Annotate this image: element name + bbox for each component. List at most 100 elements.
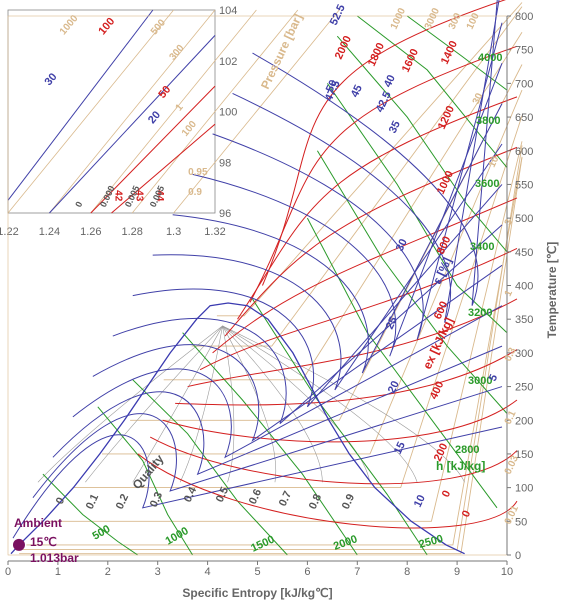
series-label: 25 [384,315,400,331]
inset-efficiency-line [7,9,154,201]
series-label: 0.9 [188,187,202,198]
efficiency-line [112,224,503,424]
enthalpy-line [97,406,194,556]
enthalpy-line [182,332,358,556]
inset-y-tick-label: 100 [219,107,237,119]
inset-y-tick-label: 104 [219,5,237,17]
inset-exergy-line [90,85,216,214]
y-tick-label: 750 [515,45,533,57]
y-tick-label: 100 [515,483,533,495]
quality-line [222,325,323,483]
y-tick-label: 0 [515,550,521,562]
efficiency-line [132,184,503,408]
ambient-point [12,538,25,551]
pressure-series-label: Pressure [bar] [258,12,305,92]
x-tick-label: 8 [404,566,410,578]
inset-y-tick-label: 96 [219,208,231,220]
inset-chart: 1.22 1.24 1.26 1.28 1.3 1.32 104 102 100 98 96 [0,5,340,238]
series-label: 3000 [468,375,492,387]
enthalpy-line [356,15,508,168]
inset-x-tick-label: 1.24 [39,226,60,238]
pressure-value-label: 30 [471,91,486,106]
series-label: 15 [392,440,408,456]
series-label: 400 [428,380,447,402]
pressure-line [46,141,523,522]
series-label: 10 [412,493,428,509]
y-tick-label: 350 [515,314,533,326]
y-tick-label: 800 [515,11,533,23]
quality-line [222,325,277,483]
series-label: 500 [91,523,113,543]
series-label: 0 [460,509,473,520]
quality-line [222,325,418,483]
enthalpy-line [42,473,138,556]
exergy-line [187,298,518,388]
main-chart [10,0,523,556]
pressure-value-label: 1000 [389,6,409,31]
inset-pressure-line [7,9,174,214]
series-label: 1800 [366,41,387,68]
pressure-value-label: 300 [447,11,464,31]
x-axis-label: Specific Entropy [kJ/kg℃] [182,586,332,600]
series-label: 45 [349,83,365,99]
quality-line [222,325,235,483]
series-label: 52.5 [328,3,348,27]
pressure-value-label: 1 [503,288,516,298]
series-label: 20 [386,379,402,395]
x-tick-label: 4 [205,566,211,578]
enthalpy-series-label: h [kJ/kg] [436,459,485,473]
exergy-line [249,45,518,303]
inset-frame [7,9,216,214]
y-axis-label: Temperature [℃] [545,242,559,339]
exergy-line [212,197,518,354]
exergy-line [224,146,518,337]
enthalpy-line [252,298,428,556]
x-tick-label: 10 [501,566,513,578]
enthalpy-line [406,15,508,91]
y-tick-label: 250 [515,382,533,394]
series-label: 0.6 [247,487,264,506]
exergy-line [137,453,518,529]
series-label: 0 [54,496,67,507]
inset-x-tick-label: 1.28 [121,226,142,238]
y-tick-label: 650 [515,112,533,124]
series-label: 30 [394,237,410,253]
exergy-line [175,349,518,406]
exergy-line [237,96,518,320]
series-label: 2000 [333,34,354,61]
pressure-value-label: 0.3 [503,346,519,364]
series-label: 1000 [164,525,191,548]
y-tick-label: 700 [515,78,533,90]
series-label: 0.1 [84,492,101,511]
x-tick-label: 6 [304,566,310,578]
exergy-line [162,399,518,443]
series-label: 0.3 [148,490,165,509]
series-label: 1 [174,102,186,114]
series-label: 0.5 [214,485,231,504]
inset-y-tick-label: 98 [219,157,231,169]
series-label: 2800 [455,444,479,456]
series-label: 3800 [476,115,500,127]
series-label: 3200 [468,307,492,319]
series-label: 4000 [478,52,502,64]
quality-line [37,325,223,483]
exergy-line [199,247,518,371]
efficiency-line [252,0,498,306]
series-label: 0 [73,200,84,209]
y-tick-label: 550 [515,179,533,191]
ambient-temperature: 15℃ [30,535,57,549]
pressure-value-label: 100 [465,11,482,31]
pressure-line [163,31,523,381]
quality-line [179,325,223,483]
series-label: 0.95 [188,167,208,178]
series-label: 1200 [436,104,457,131]
y-tick-label: 400 [515,281,533,293]
inset-exergy-line [111,123,216,214]
series-label: 50 [324,78,340,94]
efficiency-line [152,143,503,391]
efficiency-line [12,426,503,539]
y-tick-label: 300 [515,348,533,360]
inset-efficiency-line [49,35,216,214]
